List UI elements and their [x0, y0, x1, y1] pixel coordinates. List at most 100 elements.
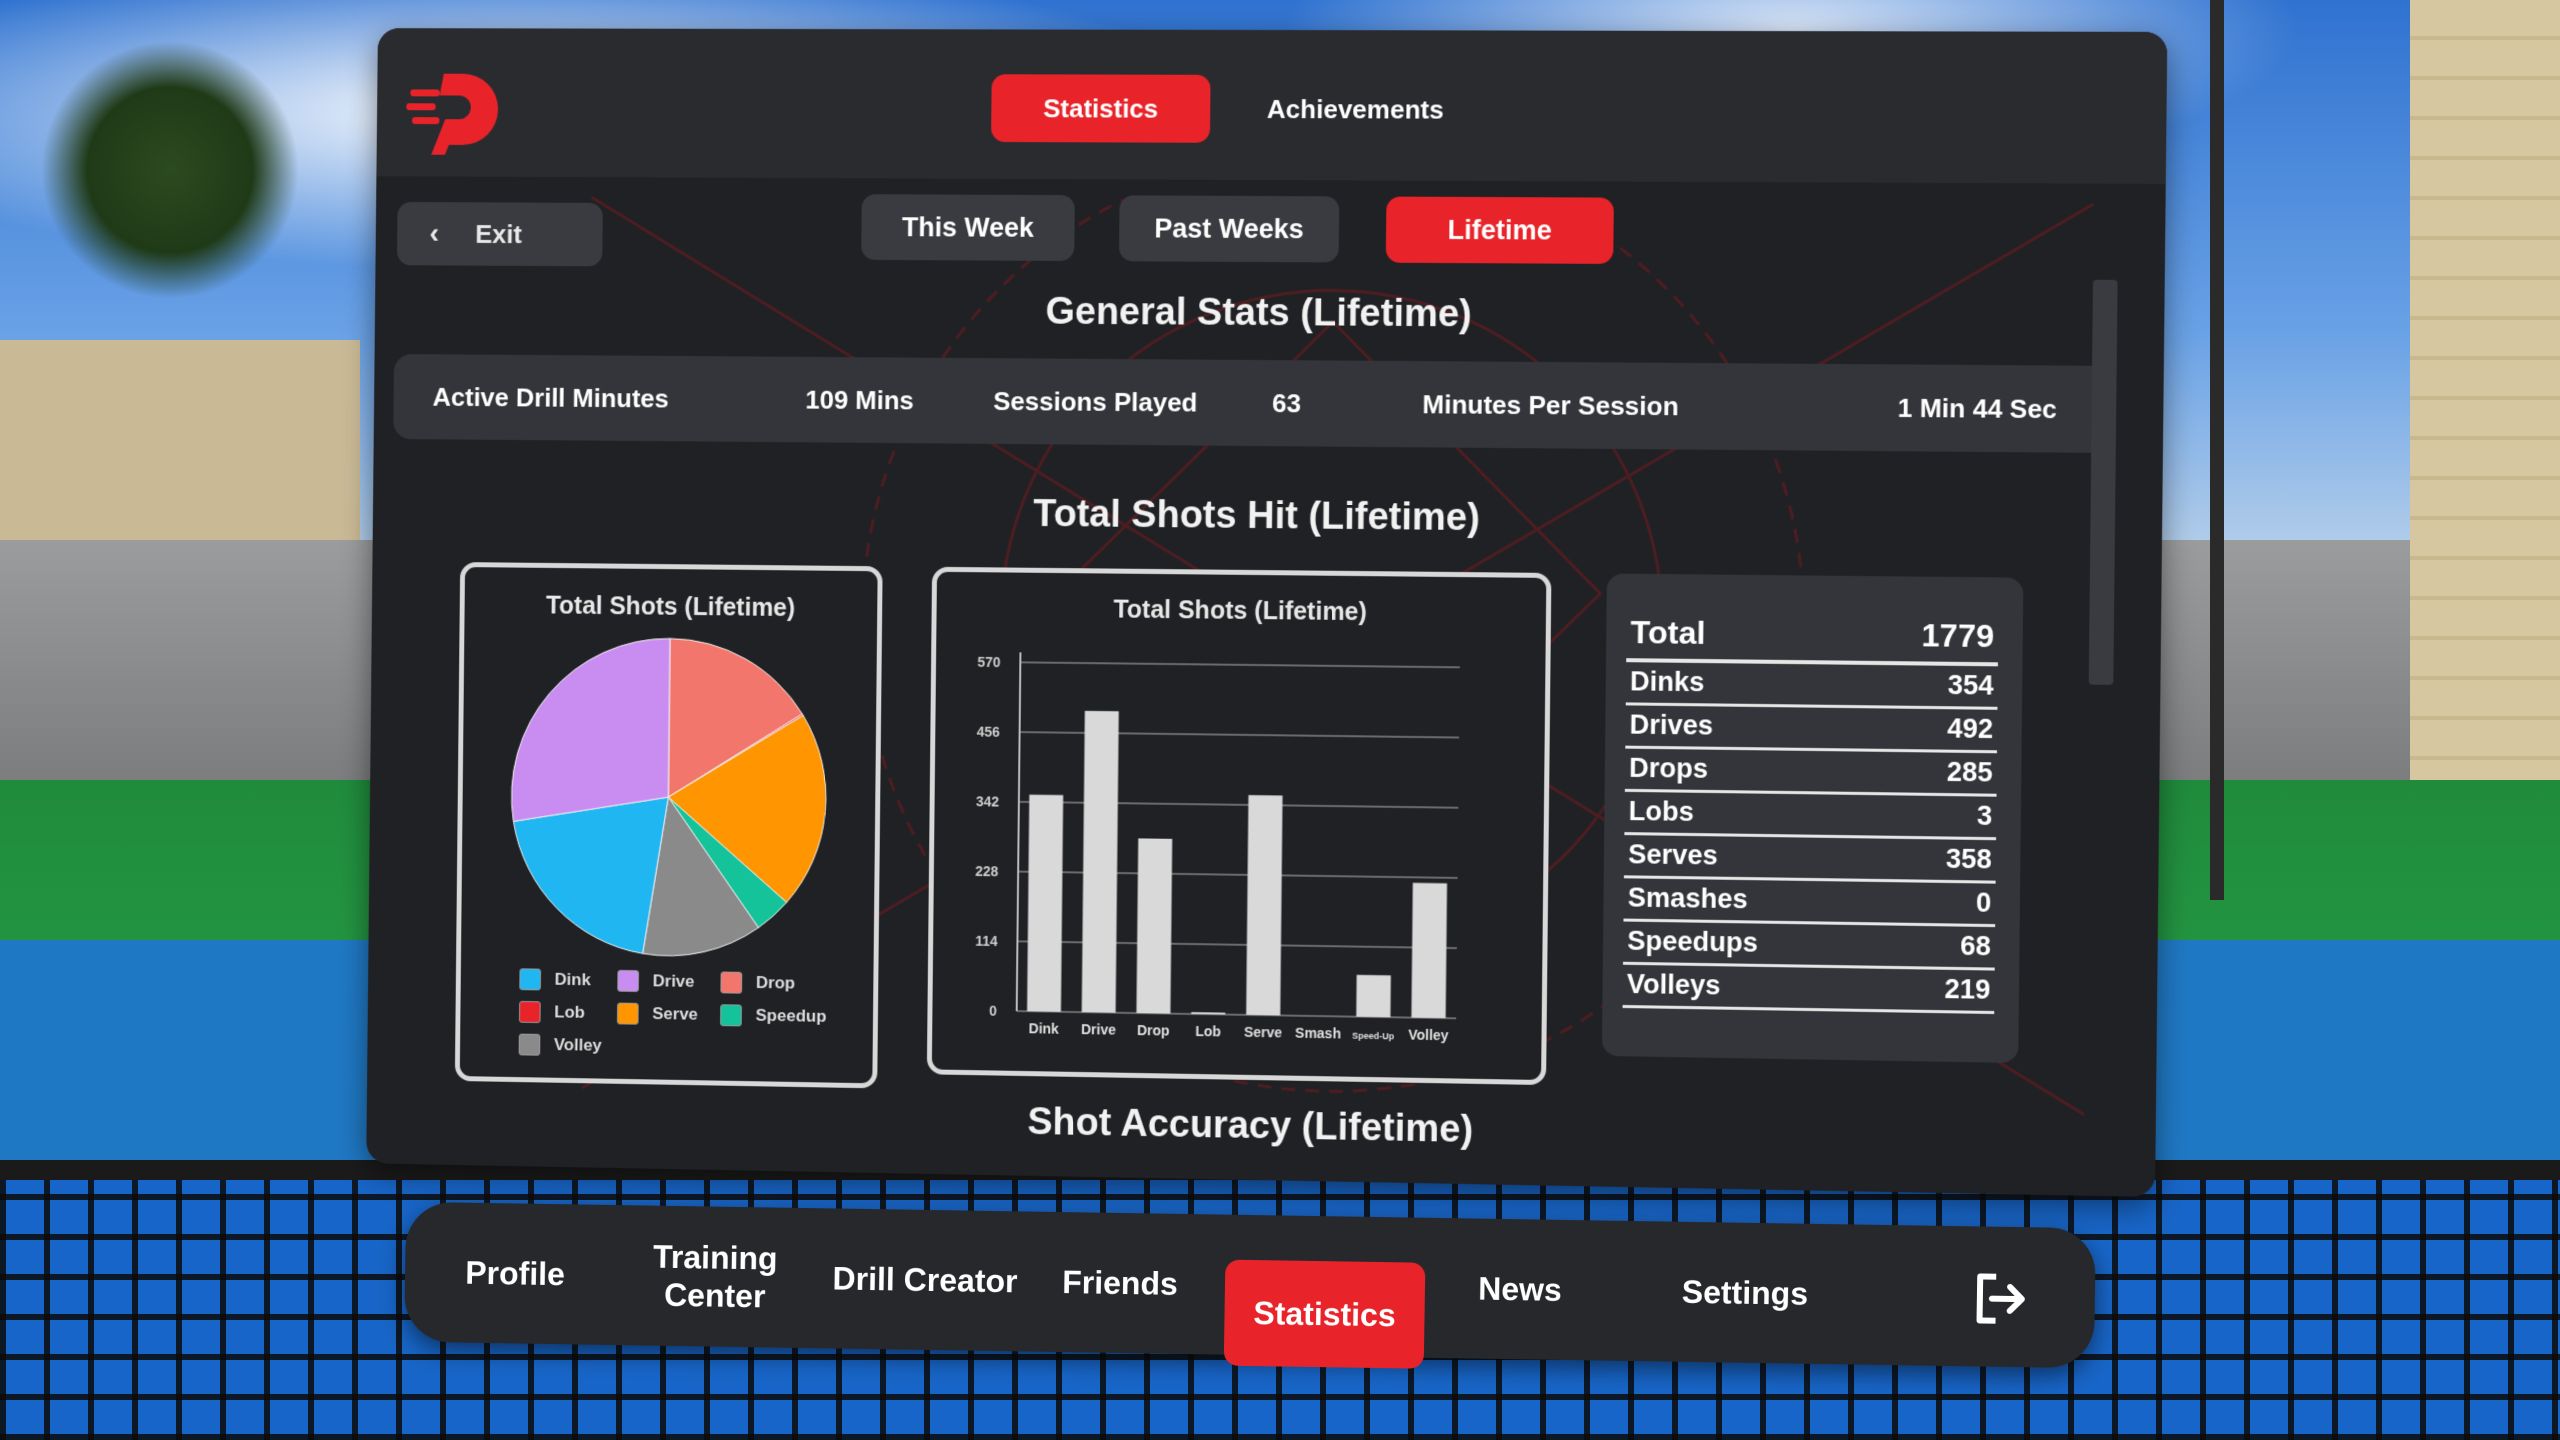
- totals-row-value: 492: [1947, 713, 1993, 745]
- totals-row-serves: Serves 358: [1624, 839, 1996, 884]
- totals-row-value: 68: [1960, 931, 1991, 963]
- palm-tree: [40, 40, 300, 300]
- bottom-nav: Profile Training Center Drill Creator Fr…: [404, 1202, 2096, 1369]
- totals-header-row: Total 1779: [1626, 614, 1998, 666]
- legend-label: Lob: [554, 1003, 585, 1023]
- totals-row-lobs: Lobs 3: [1624, 796, 1996, 840]
- nav-news[interactable]: News: [1444, 1218, 1596, 1360]
- totals-row-drops: Drops 285: [1625, 753, 1997, 797]
- totals-row-drives: Drives 492: [1625, 709, 1997, 753]
- legend-item-speedup: Speedup: [720, 1004, 826, 1028]
- legend-item-serve: Serve: [617, 1003, 698, 1026]
- app-logo-icon: [406, 68, 500, 157]
- totals-row-name: Drives: [1629, 709, 1713, 741]
- x-tick-label: Speed-Up: [1352, 1031, 1395, 1042]
- totals-header-label: Total: [1630, 614, 1705, 652]
- totals-row-dinks: Dinks 354: [1626, 666, 1998, 710]
- general-stats-summary: Active Drill Minutes 109 Mins Sessions P…: [393, 354, 2112, 453]
- tab-statistics[interactable]: Statistics: [991, 74, 1211, 143]
- legend-swatch: [720, 1004, 742, 1026]
- nav-friends[interactable]: Friends: [1044, 1212, 1196, 1354]
- grid-line: [1020, 662, 1460, 667]
- fence-post: [2215, 0, 2221, 900]
- totals-row-smashes: Smashes 0: [1623, 882, 1995, 927]
- tab-lifetime[interactable]: Lifetime: [1386, 197, 1614, 264]
- x-tick-label: Lob: [1195, 1023, 1221, 1040]
- pie-slice-dink: [512, 795, 668, 954]
- legend-label: Serve: [652, 1004, 698, 1025]
- logout-icon[interactable]: [1969, 1268, 2030, 1329]
- y-axis: [1017, 652, 1021, 1011]
- bar-speed-up: [1356, 975, 1391, 1017]
- totals-row-value: 3: [1977, 801, 1993, 833]
- y-tick-label: 114: [975, 933, 998, 949]
- bar-drop: [1136, 838, 1172, 1013]
- bar-drive: [1082, 711, 1119, 1013]
- active-drill-label: Active Drill Minutes: [432, 382, 669, 414]
- nav-profile[interactable]: Profile: [434, 1202, 596, 1344]
- legend-item-volley: Volley: [519, 1034, 602, 1057]
- nav-settings[interactable]: Settings: [1644, 1221, 1846, 1364]
- tab-this-week[interactable]: This Week: [861, 194, 1075, 261]
- legend-item-lob: Lob: [519, 1001, 585, 1024]
- y-tick-label: 228: [975, 863, 999, 879]
- legend-label: Drop: [756, 973, 795, 993]
- totals-row-volleys: Volleys 219: [1623, 969, 1995, 1014]
- minutes-per-session-label: Minutes Per Session: [1422, 389, 1679, 422]
- totals-row-value: 285: [1947, 757, 1993, 789]
- y-tick-label: 456: [977, 724, 1001, 740]
- general-stats-title: General Stats (Lifetime): [375, 287, 2165, 341]
- totals-row-name: Dinks: [1630, 666, 1705, 698]
- x-tick-label: Volley: [1408, 1026, 1449, 1043]
- totals-row-name: Drops: [1629, 753, 1708, 785]
- exit-label: Exit: [475, 219, 522, 250]
- totals-row-name: Volleys: [1627, 969, 1721, 1002]
- legend-label: Drive: [653, 971, 695, 992]
- x-tick-label: Dink: [1029, 1020, 1060, 1037]
- totals-rows: Dinks 354 Drives 492 Drops 285 Lobs 3 Serves 358 S…: [1607, 574, 2023, 578]
- bar-serve: [1246, 795, 1282, 1015]
- tab-achievements[interactable]: Achievements: [1245, 75, 1466, 144]
- minutes-per-session-value: 1 Min 44 Sec: [1897, 393, 2057, 426]
- y-tick-label: 570: [977, 654, 1001, 670]
- active-drill-value: 109 Mins: [805, 385, 914, 417]
- tab-past-weeks[interactable]: Past Weeks: [1119, 195, 1339, 262]
- totals-row-value: 358: [1946, 844, 1992, 876]
- legend-label: Speedup: [755, 1006, 826, 1027]
- legend-swatch: [519, 1001, 541, 1023]
- pie-legend: Dink Drive Drop Lob Serve Speedup Volley: [465, 567, 878, 571]
- totals-row-name: Serves: [1628, 839, 1718, 871]
- legend-swatch: [519, 968, 541, 990]
- x-tick-label: Drop: [1137, 1022, 1170, 1039]
- totals-row-speedups: Speedups 68: [1623, 926, 1995, 971]
- bar-chart: 0 114 228 342 456 570 Dink Drive Drop Lob Serve Sma…: [937, 642, 1541, 1080]
- nav-drill-creator[interactable]: Drill Creator: [824, 1208, 1026, 1351]
- sessions-value: 63: [1272, 388, 1301, 419]
- x-tick-label: Drive: [1081, 1021, 1116, 1038]
- statistics-panel: Statistics Achievements ‹ Exit This Week…: [366, 28, 2167, 1197]
- sessions-label: Sessions Played: [993, 386, 1197, 418]
- bar-volley: [1411, 883, 1447, 1018]
- bar-dink: [1027, 795, 1063, 1012]
- legend-item-drive: Drive: [617, 970, 694, 993]
- exit-button[interactable]: ‹ Exit: [397, 202, 603, 266]
- legend-item-dink: Dink: [519, 968, 591, 991]
- shots-section-title: Total Shots Hit (Lifetime): [373, 487, 2163, 546]
- bar-chart-card: Total Shots (Lifetime) 0 114 228 342 456 570 D…: [927, 567, 1552, 1085]
- legend-swatch: [617, 1003, 639, 1025]
- nav-statistics[interactable]: Statistics: [1224, 1260, 1426, 1369]
- legend-label: Dink: [555, 970, 591, 990]
- legend-swatch: [720, 972, 742, 994]
- nav-training-center[interactable]: Training Center: [629, 1205, 801, 1348]
- panel-scrollbar[interactable]: [2089, 280, 2118, 685]
- legend-label: Volley: [554, 1035, 602, 1056]
- pie-chart: [505, 632, 833, 963]
- pie-slice-drive: [511, 637, 670, 824]
- y-tick-label: 342: [976, 793, 1000, 809]
- bar-chart-title: Total Shots (Lifetime): [936, 594, 1546, 629]
- chevron-left-icon: ‹: [415, 217, 454, 251]
- pie-chart-title: Total Shots (Lifetime): [464, 591, 877, 624]
- legend-item-drop: Drop: [720, 972, 795, 995]
- legend-swatch: [519, 1034, 541, 1056]
- totals-row-value: 219: [1944, 974, 1990, 1006]
